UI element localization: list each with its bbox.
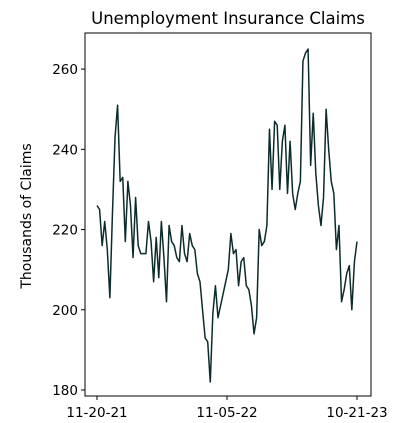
y-tick-label: 220	[52, 223, 78, 239]
plot-area: 180 200 220 240 260 11-20-21 11-05-22 10-21-23	[52, 32, 388, 421]
x-tick-label: 11-05-22	[196, 405, 257, 421]
y-axis-label: Thousands of Claims	[19, 143, 35, 289]
x-tick-label: 10-21-23	[326, 405, 387, 421]
chart-title: Unemployment Insurance Claims	[91, 9, 365, 28]
series-line	[96, 48, 358, 383]
y-tick-label: 180	[52, 383, 78, 399]
plot-frame	[84, 32, 372, 397]
y-tick-label: 240	[52, 142, 78, 158]
x-tick-label: 11-20-21	[66, 405, 127, 421]
y-tick-label: 260	[52, 62, 78, 78]
y-tick-label: 200	[52, 303, 78, 319]
